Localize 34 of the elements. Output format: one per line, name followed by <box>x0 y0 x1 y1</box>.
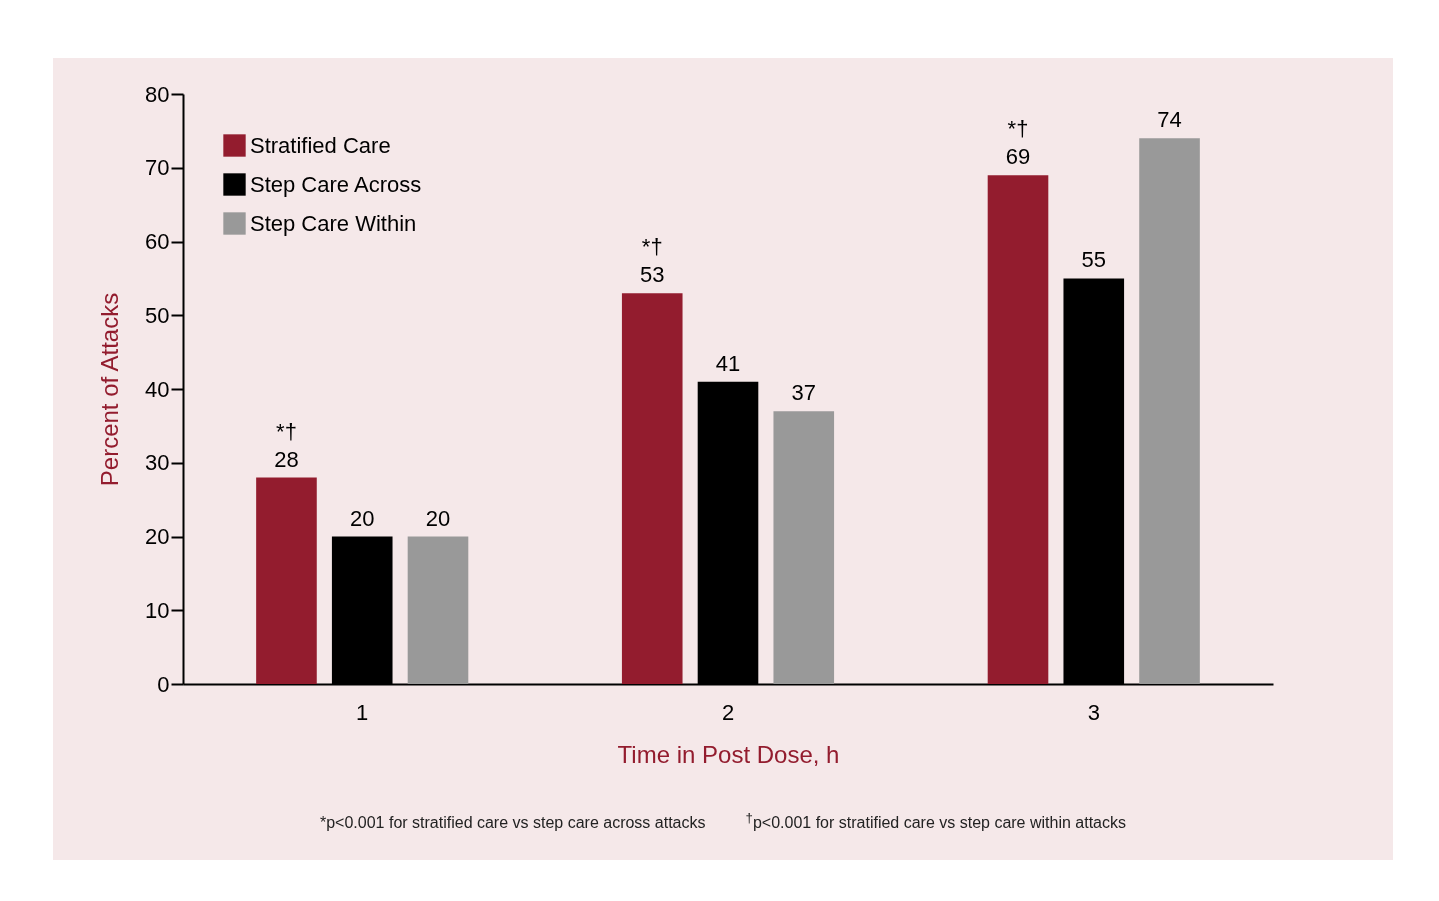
bar <box>773 411 835 684</box>
data-label: 41 <box>715 350 741 376</box>
data-label: 55 <box>1081 247 1107 273</box>
y-tick-label: 20 <box>145 524 170 549</box>
data-label: 74 <box>1157 107 1182 133</box>
data-label: 20 <box>425 505 451 531</box>
y-tick-label: 80 <box>145 81 170 107</box>
bar <box>621 293 683 684</box>
text: $^{†}$p<0.001 for stratified care vs step care within attacks <box>745 810 1126 832</box>
x-tick-label: 1 <box>356 699 369 725</box>
legend-label: Stratified Care <box>250 132 391 158</box>
legend-label: Step Care Within <box>250 210 417 236</box>
text: *p<0.001 for stratified care vs step care across attacks <box>319 814 706 832</box>
y-tick-label: 70 <box>145 155 170 181</box>
bar <box>1139 138 1200 684</box>
y-tick-label: 50 <box>145 302 170 328</box>
x-tick-label: 3 <box>1087 699 1100 725</box>
y-axis-title: Percent of Attacks <box>96 292 124 487</box>
text: *† 28 <box>274 418 299 472</box>
y-tick-label: 60 <box>145 229 170 254</box>
text: *† 69 <box>1005 116 1031 170</box>
x-axis-title: Time in Post Dose, h <box>617 740 840 768</box>
y-tick-label: 40 <box>145 376 170 402</box>
text: *† 53 <box>639 234 665 288</box>
data-label: 37 <box>791 380 817 406</box>
bar <box>256 477 317 684</box>
y-tick-label: 30 <box>145 450 170 476</box>
y-tick-label: 10 <box>145 597 170 623</box>
y-tick-label: 0 <box>157 671 170 697</box>
legend-label: Step Care Across <box>250 171 422 197</box>
bar <box>987 175 1049 684</box>
data-label: 20 <box>349 505 375 531</box>
x-tick-label: 2 <box>721 699 735 725</box>
bar <box>407 536 469 684</box>
